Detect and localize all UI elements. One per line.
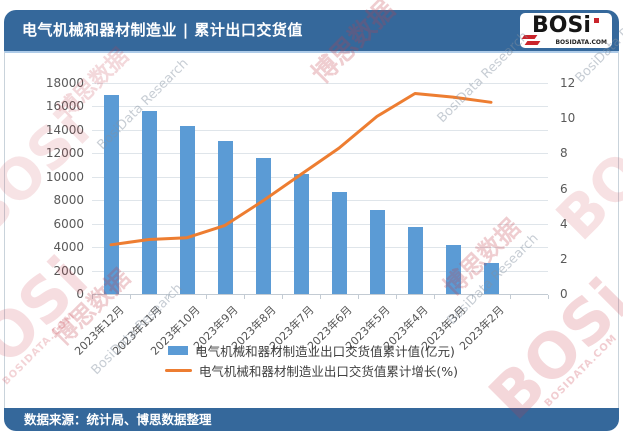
x-axis-tick bbox=[548, 295, 549, 299]
y-axis-right-label: 8 bbox=[560, 146, 568, 161]
growth-line bbox=[109, 92, 493, 247]
logo-red-dot bbox=[594, 18, 599, 23]
logo-wordmark: BOSi bbox=[532, 13, 591, 38]
x-axis-tick bbox=[472, 295, 473, 299]
grid-line bbox=[92, 270, 548, 272]
logo-domain: BOSIDATA.COM bbox=[555, 39, 607, 46]
x-axis-tick bbox=[206, 295, 207, 299]
y-axis-left-label: 18000 bbox=[45, 76, 84, 90]
y-axis-left-label: 12000 bbox=[45, 146, 84, 161]
grid-line bbox=[92, 106, 548, 108]
x-axis-tick bbox=[434, 295, 435, 299]
x-axis-tick bbox=[244, 295, 245, 299]
x-axis-tick bbox=[320, 295, 321, 299]
legend-bar-swatch bbox=[168, 345, 189, 355]
grid-line bbox=[92, 247, 548, 249]
grid-line bbox=[92, 200, 548, 202]
legend-item-line: 电气机械和器材制造业出口交货值累计增长(%) bbox=[164, 362, 459, 379]
chart-card: 电气机械和器材制造业 | 累计出口交货值 BOSi BOSIDATA.COM 0… bbox=[4, 10, 619, 431]
grid-line bbox=[92, 83, 548, 84]
bar bbox=[369, 210, 385, 294]
bar bbox=[141, 110, 157, 294]
bar bbox=[483, 262, 499, 294]
y-axis-left-label: 2000 bbox=[53, 263, 84, 278]
x-axis-tick bbox=[168, 295, 169, 299]
legend-item-bar: 电气机械和器材制造业出口交货值累计值(亿元) bbox=[168, 342, 455, 359]
grid-line bbox=[92, 223, 548, 225]
x-axis-tick bbox=[92, 295, 93, 299]
y-axis-left-label: 8000 bbox=[53, 193, 84, 208]
y-axis-right-label: 12 bbox=[560, 76, 576, 90]
chart-legend: 电气机械和器材制造业出口交货值累计值(亿元) 电气机械和器材制造业出口交货值累计… bbox=[4, 342, 619, 379]
x-axis-tick bbox=[510, 295, 511, 299]
grid-line bbox=[92, 153, 548, 155]
x-axis-line bbox=[92, 294, 548, 295]
logo-stripe-icon bbox=[521, 35, 538, 39]
y-axis-left-label: 4000 bbox=[53, 240, 84, 255]
grid-line bbox=[92, 176, 548, 178]
data-source: 数据来源：统计局、博思数据整理 bbox=[24, 412, 212, 427]
bar bbox=[293, 174, 309, 294]
bar bbox=[217, 141, 233, 294]
y-axis-left-label: 10000 bbox=[45, 169, 84, 184]
legend-line-label: 电气机械和器材制造业出口交货值累计增长(%) bbox=[198, 363, 459, 379]
footer-bar: 数据来源：统计局、博思数据整理 bbox=[4, 408, 619, 431]
bar bbox=[255, 158, 271, 294]
legend-line-swatch bbox=[164, 368, 192, 372]
bosidata-logo: BOSi BOSIDATA.COM bbox=[520, 13, 612, 48]
x-axis-tick bbox=[282, 295, 283, 299]
header-bar: 电气机械和器材制造业 | 累计出口交货值 BOSi BOSIDATA.COM bbox=[4, 10, 619, 51]
y-axis-left-label: 16000 bbox=[45, 99, 84, 114]
x-axis-tick bbox=[396, 295, 397, 299]
grid-line bbox=[92, 129, 548, 131]
y-axis-right-label: 2 bbox=[560, 251, 568, 266]
legend-bar-label: 电气机械和器材制造业出口交货值累计值(亿元) bbox=[195, 343, 455, 359]
combo-chart: 0 2000 4000 6000 8000 10000 12000 14000 16000 180… bbox=[46, 76, 575, 358]
bar bbox=[407, 226, 423, 294]
x-axis-tick bbox=[130, 295, 131, 299]
y-axis-right-label: 10 bbox=[560, 111, 576, 126]
y-axis-left-label: 0 bbox=[76, 287, 84, 301]
logo-stripe-icon bbox=[524, 41, 541, 45]
x-axis-tick bbox=[358, 295, 359, 299]
y-axis-right-label: 0 bbox=[560, 287, 568, 301]
page-title: 电气机械和器材制造业 | 累计出口交货值 bbox=[22, 21, 303, 39]
bar bbox=[331, 192, 347, 294]
y-axis-right-label: 4 bbox=[560, 216, 568, 231]
y-axis-left-label: 6000 bbox=[53, 216, 84, 231]
y-axis-right-label: 6 bbox=[560, 181, 568, 196]
bar bbox=[445, 245, 461, 294]
bar bbox=[179, 126, 195, 294]
y-axis-left-label: 14000 bbox=[45, 122, 84, 137]
